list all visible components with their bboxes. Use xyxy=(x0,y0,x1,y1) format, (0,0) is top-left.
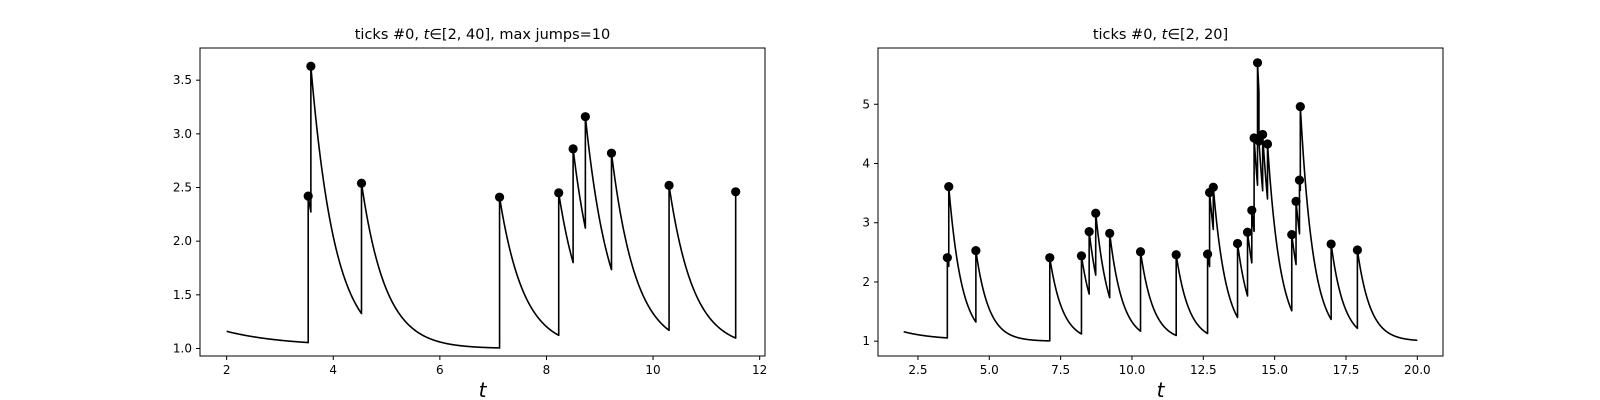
jump-point xyxy=(664,180,674,190)
x-tick-label: 2 xyxy=(223,363,231,377)
x-tick-label: 7.5 xyxy=(1051,363,1070,377)
x-tick-label: 17.5 xyxy=(1333,363,1360,377)
y-tick-label: 5 xyxy=(862,97,870,111)
x-tick-label: 10.0 xyxy=(1119,363,1146,377)
jump-point xyxy=(606,148,617,158)
jump-point xyxy=(1287,229,1297,240)
x-tick-label: 5.0 xyxy=(980,363,999,377)
y-tick-label: 2 xyxy=(862,275,870,289)
y-tick-label: 3 xyxy=(862,216,870,230)
jump-point xyxy=(971,245,981,256)
y-tick-label: 2.0 xyxy=(173,234,192,248)
jump-point xyxy=(356,178,367,188)
jump-point xyxy=(1208,182,1218,192)
jump-point xyxy=(580,112,590,122)
y-tick-label: 4 xyxy=(862,157,870,171)
x-tick-label: 12 xyxy=(752,363,767,377)
x-tick-label: 8 xyxy=(543,363,551,377)
jump-point xyxy=(1105,228,1115,238)
y-tick-label: 2.5 xyxy=(173,181,192,195)
jump-point xyxy=(303,191,313,201)
jump-point xyxy=(1202,249,1213,259)
jump-point xyxy=(1352,245,1362,255)
jump-point xyxy=(1076,251,1087,261)
y-tick-label: 1.0 xyxy=(173,341,192,355)
y-tick-label: 1.5 xyxy=(173,288,192,302)
axes-frame xyxy=(199,47,766,357)
x-axis-label: t xyxy=(1157,378,1166,400)
chart-title: ticks #0, t∈[2, 40], max jumps=10 xyxy=(355,27,611,43)
x-tick-label: 20.0 xyxy=(1404,363,1431,377)
axes-frame xyxy=(877,47,1444,357)
x-tick-label: 6 xyxy=(436,363,444,377)
chart-title: ticks #0, t∈[2, 20] xyxy=(1093,27,1228,43)
jump-point xyxy=(1291,196,1301,207)
jump-point xyxy=(942,253,952,263)
jump-point xyxy=(1232,238,1243,249)
jump-point xyxy=(944,182,954,192)
jump-point xyxy=(1084,227,1094,237)
jump-point xyxy=(1326,239,1336,249)
jump-point xyxy=(1258,129,1268,140)
chart-panel-1: ticks #0, t∈[2, 40], max jumps=10 2 4 6 8 10 1… xyxy=(173,27,767,400)
jump-point xyxy=(1171,250,1181,260)
x-tick-label: 12.5 xyxy=(1190,363,1217,377)
jump-point xyxy=(1294,175,1305,185)
x-axis-label: t xyxy=(479,378,488,400)
jump-point xyxy=(1045,253,1055,263)
y-tick-label: 1 xyxy=(862,334,870,348)
jump-point xyxy=(554,188,564,198)
series-line xyxy=(903,62,1418,342)
x-tick-label: 2.5 xyxy=(908,363,927,377)
jump-point xyxy=(1262,139,1273,149)
jump-point xyxy=(568,144,578,154)
jump-point xyxy=(494,192,505,202)
y-tick-label: 3.5 xyxy=(173,73,192,87)
jump-point xyxy=(1252,58,1263,68)
jump-point xyxy=(1295,102,1305,112)
jump-point xyxy=(1091,208,1101,218)
chart-panel-2: ticks #0, t∈[2, 20] 2.5 5.0 7.5 10.0 12.5 15.0… xyxy=(862,27,1444,400)
series-line xyxy=(226,65,737,349)
x-tick-label: 15.0 xyxy=(1261,363,1288,377)
x-tick-label: 4 xyxy=(329,363,337,377)
y-tick-label: 3.0 xyxy=(173,127,192,141)
jump-point xyxy=(731,187,741,197)
jump-point xyxy=(306,61,316,71)
jump-point xyxy=(1242,227,1253,237)
jump-point xyxy=(1247,205,1257,215)
x-tick-label: 10 xyxy=(645,363,660,377)
jump-point xyxy=(1135,247,1146,257)
